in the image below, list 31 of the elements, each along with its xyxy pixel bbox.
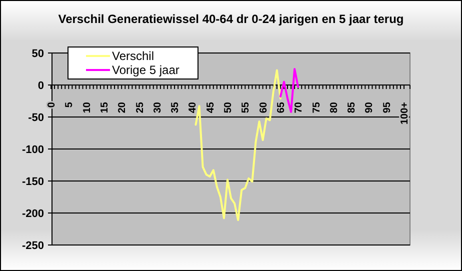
y-tick-label: -100 [22,144,44,156]
x-tick-label: 50 [223,102,234,114]
chart-title: Verschil Generatiewissel 40-64 dr 0-24 jarigen en 5 jaar terug [58,12,404,26]
x-tick-label: 35 [170,102,182,114]
x-tick-label: 100+ [400,102,410,125]
x-tick-label: 45 [205,102,216,114]
x-tick-label: 5 [64,102,76,108]
x-tick-label: 95 [382,102,393,114]
y-tick-label: 50 [32,48,44,60]
y-tick-label: 0 [38,80,44,92]
x-tick-label: 20 [117,102,128,114]
legend-label: Verschil [112,49,154,63]
x-tick-label: 40 [188,102,199,114]
y-tick-label: -250 [22,240,44,252]
x-tick-label: 65 [276,102,287,114]
x-tick-label: 10 [82,102,93,114]
x-tick-label: 80 [328,102,340,114]
y-tick-label: -150 [22,176,44,188]
x-tick-label: 75 [311,102,322,114]
y-tick-label: -200 [22,208,44,220]
legend-label: Vorige 5 jaar [112,63,180,77]
line-series [279,68,300,113]
x-tick-label: 15 [99,102,110,114]
x-tick-label: 25 [134,102,146,114]
x-tick-label: 85 [346,102,358,114]
x-tick-label: 55 [240,102,252,114]
x-tick-label: 70 [294,102,305,114]
y-tick-label: -50 [28,112,44,124]
x-tick-label: 90 [364,102,376,114]
x-tick-label: 30 [152,102,164,114]
x-tick-label: 60 [258,102,270,114]
